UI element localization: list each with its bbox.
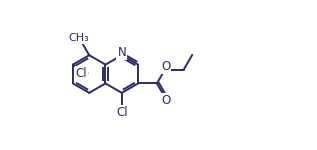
Text: N: N <box>117 46 126 59</box>
Text: Cl: Cl <box>76 67 87 80</box>
Text: CH₃: CH₃ <box>69 33 90 43</box>
Text: O: O <box>161 94 171 107</box>
Text: Cl: Cl <box>116 106 128 119</box>
Text: O: O <box>161 60 171 73</box>
